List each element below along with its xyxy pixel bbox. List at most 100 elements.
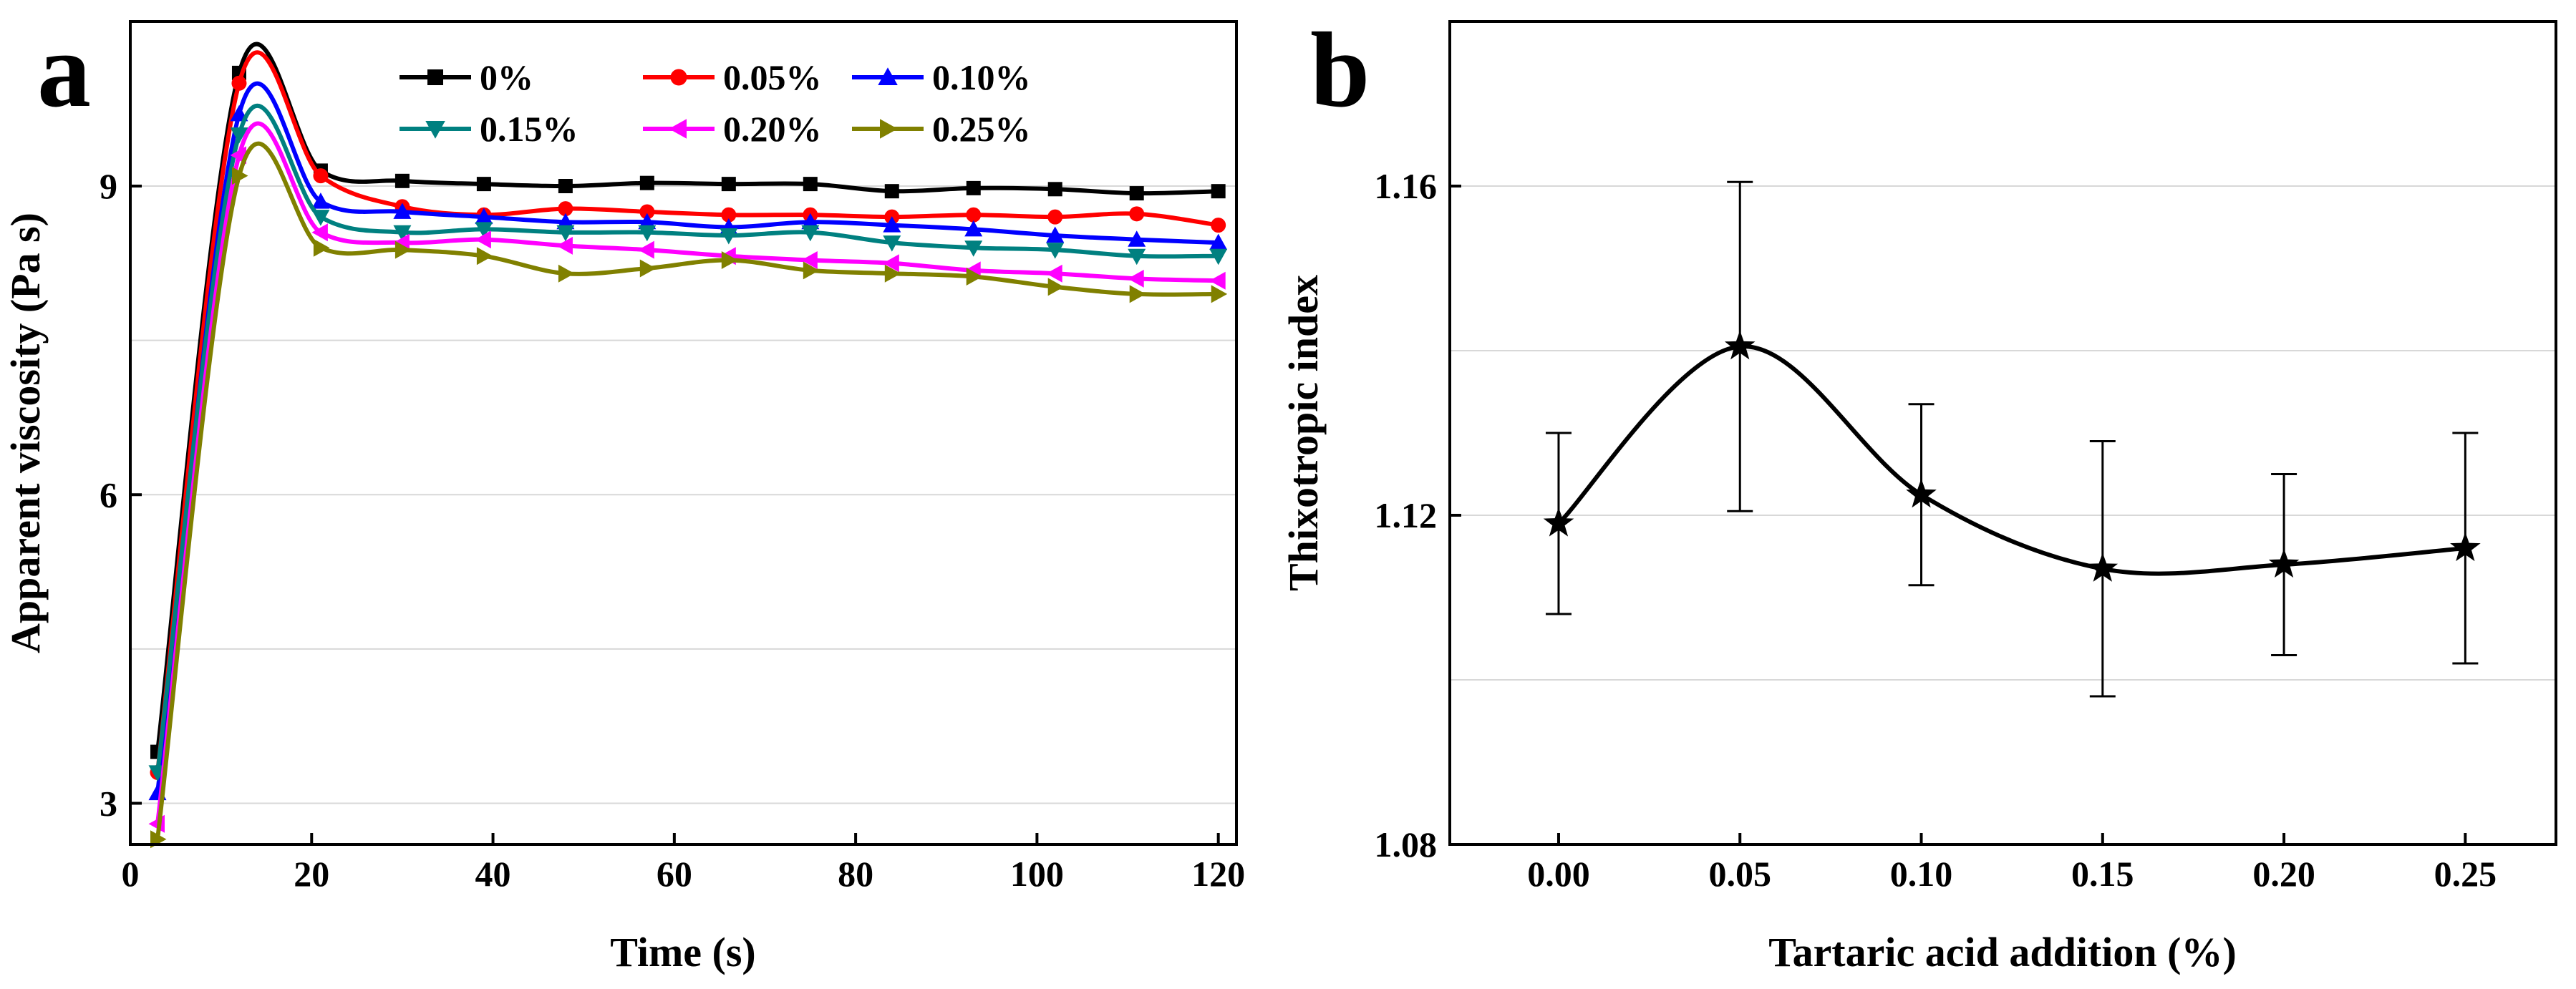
panel-a-data-point — [883, 216, 901, 233]
panel-a-data-point — [1047, 278, 1065, 296]
panel-b-plot-frame — [1448, 20, 2557, 846]
panel-a-legend-marker — [425, 121, 445, 139]
panel-a-legend-label: 0.25% — [932, 109, 1031, 149]
panel-a-series-line — [155, 50, 1219, 773]
panel-a-data-point — [1209, 233, 1228, 250]
panel-a-data-point — [1211, 218, 1226, 233]
panel-a-data-point — [1209, 248, 1228, 265]
panel-b-x-tick-label: 0.20 — [2252, 854, 2315, 894]
panel-a-data-point — [1211, 184, 1226, 199]
panel-a-data-point — [884, 184, 899, 199]
panel-a-data-point — [721, 207, 737, 223]
panel-a-data-point — [1046, 226, 1065, 243]
panel-a-legend-label: 0.10% — [932, 57, 1031, 97]
panel-a-x-tick-label: 100 — [1010, 854, 1064, 894]
panel-b-data-point — [2087, 552, 2119, 582]
panel-a-x-tick-label: 80 — [838, 854, 873, 894]
panel-a-data-point — [803, 261, 820, 280]
panel-a-data-point — [801, 225, 820, 242]
panel-a-legend-marker — [878, 67, 898, 85]
panel-a-y-axis-title: Apparent viscosity (Pa s) — [2, 213, 49, 653]
panel-a-data-point — [311, 210, 330, 226]
panel-a-series-line — [155, 42, 1219, 752]
panel-a-data-point — [1128, 269, 1144, 288]
panel-b-x-tick-label: 0.25 — [2434, 854, 2497, 894]
panel-a-y-tick-label: 9 — [100, 166, 117, 206]
panel-a-data-point — [1209, 271, 1226, 290]
panel-a-data-point — [639, 175, 654, 190]
panel-a-data-point — [558, 179, 573, 193]
panel-a-data-point — [639, 204, 655, 220]
panel-a-x-tick-label: 0 — [122, 854, 140, 894]
panel-b-y-tick-label: 1.12 — [1375, 495, 1438, 535]
panel-b-data-point — [1906, 478, 1937, 508]
panel-a-data-point — [803, 177, 818, 192]
panel-a-data-point — [966, 207, 982, 223]
panel-a-y-tick-label: 6 — [100, 474, 117, 515]
panel-a-legend: 0% 0.05% 0.10% 0.15% 0.20% 0.25% — [400, 57, 1031, 149]
panel-a-legend-marker — [880, 119, 898, 139]
panel-b-data-point — [2268, 548, 2300, 578]
panel-a-data-point — [475, 222, 493, 238]
panel-a-data-point — [313, 238, 330, 257]
panel-a-data-point — [232, 167, 248, 185]
panel-a-data-point — [393, 203, 412, 219]
panel-a-x-tick-label: 40 — [475, 854, 511, 894]
panel-a-data-point — [475, 208, 493, 225]
panel-b-y-axis-title: Thixotropic index — [1280, 275, 1327, 591]
panel-a-data-point — [966, 268, 983, 286]
panel-a-legend-label: 0.05% — [723, 57, 822, 97]
panel-a-data-point — [1128, 248, 1146, 265]
panel-a-data-point — [638, 225, 657, 242]
panel-b-x-tick-label: 0.05 — [1708, 854, 1771, 894]
panel-a-data-point — [558, 201, 573, 217]
panel-a-y-tick-label: 3 — [100, 784, 117, 824]
panel-a-data-point — [801, 251, 818, 269]
panel-a-legend-label: 0.15% — [480, 109, 578, 149]
panel-a-data-point — [556, 213, 575, 230]
panel-a-legend-marker — [670, 69, 687, 86]
panel-a-data-point — [639, 259, 657, 278]
panel-b-x-tick-label: 0.00 — [1527, 854, 1590, 894]
panel-b-data-point — [1724, 330, 1756, 360]
panel-a-data-point — [393, 225, 412, 242]
panel-a-legend-label: 0% — [480, 57, 533, 97]
panel-b-x-tick-label: 0.10 — [1890, 854, 1953, 894]
panel-b-y-tick-label: 1.16 — [1375, 166, 1438, 206]
panel-a-letter: a — [37, 11, 91, 130]
panel-a-data-point — [1047, 182, 1062, 197]
panel-a-data-point — [1128, 230, 1146, 247]
panel-a-data-point — [476, 177, 491, 192]
panel-a-data-point — [394, 240, 412, 259]
panel-a-data-point — [311, 193, 330, 209]
panel-a-legend-marker — [669, 119, 687, 139]
panel-a-data-point — [556, 236, 573, 255]
panel-a-series-line — [155, 121, 1219, 824]
panel-a-data-point — [721, 177, 736, 192]
panel-b-x-axis-title: Tartaric acid addition (%) — [1768, 929, 2237, 975]
panel-a-data-point — [558, 264, 575, 283]
panel-a-x-tick-label: 20 — [294, 854, 329, 894]
panel-b-data-point — [1543, 507, 1574, 537]
panel-a-data-point — [801, 213, 820, 230]
panel-a-data-point — [1047, 209, 1063, 225]
panel-a-data-point — [394, 173, 410, 188]
panel-a-data-point — [313, 168, 329, 184]
panel-a-data-point — [1211, 285, 1228, 303]
panel-a-data-point — [964, 220, 983, 237]
panel-a-data-point — [1129, 285, 1146, 303]
panel-a-data-point — [476, 247, 493, 265]
panel-a-x-axis-title: Time (s) — [610, 929, 756, 975]
panel-a-data-point — [966, 180, 981, 195]
panel-a-data-point — [1129, 186, 1144, 201]
panel-b-x-tick-label: 0.15 — [2071, 854, 2134, 894]
panel-a-plot-frame — [129, 20, 1238, 846]
panel-a-legend-marker — [427, 69, 443, 85]
panel-a-data-point — [230, 127, 248, 144]
panel-a-data-point — [638, 240, 654, 259]
panel-a-data-point — [475, 230, 491, 249]
panel-a-data-point — [964, 240, 983, 257]
panel-a-legend-label: 0.20% — [723, 109, 822, 149]
panel-b-letter: b — [1310, 11, 1370, 130]
